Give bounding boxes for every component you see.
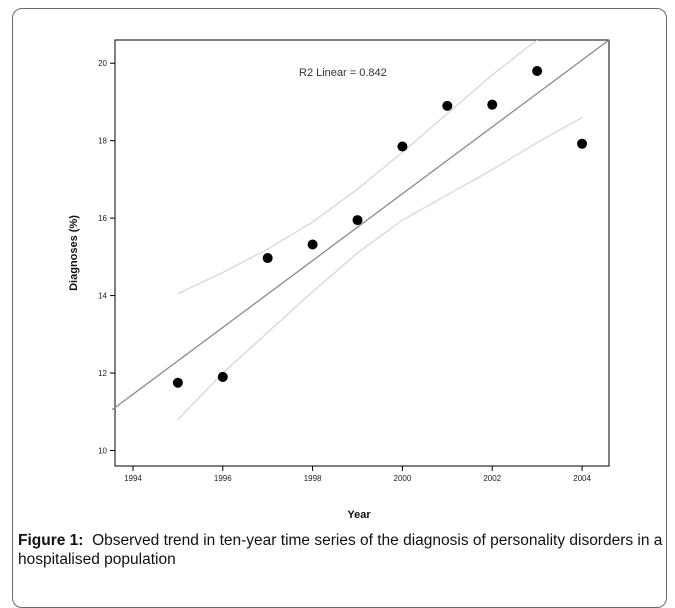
data-point bbox=[487, 99, 498, 110]
data-point bbox=[397, 141, 408, 152]
y-tick-label: 16 bbox=[98, 214, 107, 223]
x-tick-label: 2002 bbox=[483, 474, 501, 483]
x-axis-title: Year bbox=[347, 509, 371, 521]
data-point bbox=[262, 253, 273, 264]
caption-label: Figure 1: bbox=[18, 532, 84, 549]
data-point bbox=[352, 215, 363, 226]
data-point bbox=[217, 371, 228, 382]
x-tick-label: 1996 bbox=[214, 474, 232, 483]
caption-text: Observed trend in ten-year time series o… bbox=[18, 532, 663, 568]
x-tick-label: 1998 bbox=[304, 474, 322, 483]
data-point bbox=[532, 65, 543, 76]
upper-confidence-curve bbox=[177, 40, 538, 295]
plot-area bbox=[114, 39, 610, 467]
data-point bbox=[307, 239, 318, 250]
data-point bbox=[577, 138, 588, 149]
figure-caption: Figure 1: Observed trend in ten-year tim… bbox=[18, 531, 668, 569]
y-axis-title: Diagnoses (%) bbox=[68, 215, 80, 291]
scatter-chart: R2 Linear = 0.842 Year Diagnoses (%) 199… bbox=[68, 39, 610, 521]
x-tick-label: 1994 bbox=[124, 474, 142, 483]
r2-annotation: R2 Linear = 0.842 bbox=[299, 67, 387, 79]
y-tick-label: 10 bbox=[98, 447, 107, 456]
lower-confidence-curve bbox=[177, 116, 583, 420]
linear-fit-line bbox=[111, 39, 610, 411]
data-point bbox=[172, 377, 183, 388]
y-tick-label: 14 bbox=[98, 292, 107, 301]
data-point bbox=[442, 100, 453, 111]
y-tick-label: 18 bbox=[98, 137, 107, 146]
y-tick-label: 20 bbox=[98, 59, 107, 68]
x-tick-label: 2004 bbox=[573, 474, 591, 483]
x-tick-label: 2000 bbox=[394, 474, 412, 483]
y-tick-label: 12 bbox=[98, 369, 107, 378]
